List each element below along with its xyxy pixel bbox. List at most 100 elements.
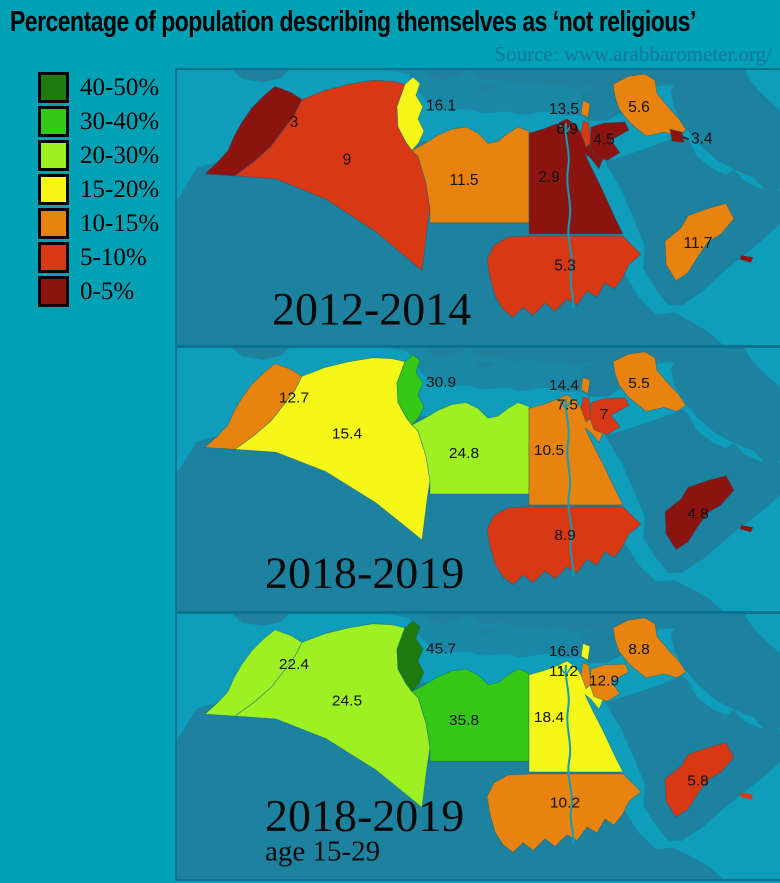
country-libya [411, 402, 530, 495]
page-title: Percentage of population describing them… [10, 6, 696, 38]
legend-label: 20-30% [80, 141, 160, 169]
legend-swatch [38, 71, 69, 103]
map-panel-3: 22.4 24.5 45.7 35.8 18.4 16.6 11.2 12.9 8.8 10.2 5… [177, 611, 780, 879]
value-label-yemen: 11.7 [684, 235, 713, 252]
value-label-lebanon: 16.6 [549, 643, 579, 660]
country-sudan [486, 506, 642, 586]
value-label-libya: 11.5 [450, 172, 479, 189]
age-group-label: age 15-29 [265, 836, 380, 868]
country-lebanon [580, 100, 591, 119]
land-greece [427, 614, 465, 624]
land-syria [581, 83, 623, 121]
country-yemen [664, 742, 735, 818]
value-label-lebanon: 13.5 [549, 101, 579, 118]
kuwait-leader-line [682, 136, 690, 140]
map-panel-1: 3 9 16.1 11.5 2.9 13.5 6.9 4.5 5.6 3.4 5.3 11.7 2012… [177, 70, 780, 345]
nile-river [564, 122, 575, 309]
map-panels: 3 9 16.1 11.5 2.9 13.5 6.9 4.5 5.6 3.4 5.3 11.7 2012… [175, 68, 780, 881]
country-lebanon [580, 376, 591, 395]
land-crete [475, 84, 495, 92]
value-label-palestine: 11.2 [549, 663, 578, 680]
value-label-tunisia: 45.7 [426, 640, 456, 657]
value-label-egypt: 2.9 [538, 169, 560, 186]
country-tunisia [396, 76, 425, 152]
period-label: 2012-2014 [272, 284, 471, 335]
legend-label: 30-40% [80, 107, 160, 135]
gulf-coast-dash [740, 525, 753, 533]
legend-label: 0-5% [80, 277, 135, 305]
legend-swatch [38, 207, 69, 239]
value-label-algeria: 15.4 [332, 426, 363, 443]
country-tunisia [396, 620, 425, 693]
country-libya [411, 668, 530, 762]
legend-label: 40-50% [80, 73, 160, 101]
nile-delta [557, 662, 575, 676]
value-label-yemen: 5.8 [687, 773, 709, 790]
country-lebanon [580, 642, 591, 661]
value-label-libya: 35.8 [449, 712, 479, 729]
legend-item: 15-20% [38, 172, 159, 206]
nile-river [564, 664, 575, 844]
value-label-sudan: 10.2 [550, 794, 580, 811]
country-egypt [528, 660, 624, 773]
country-palestine [580, 396, 592, 423]
value-label-morocco: 22.4 [279, 656, 310, 673]
land-crete [475, 627, 495, 635]
value-label-tunisia: 16.1 [426, 98, 456, 115]
legend-swatch [38, 275, 69, 307]
value-label-libya: 24.8 [449, 445, 479, 462]
value-label-palestine: 6.9 [556, 121, 578, 138]
value-label-morocco: 12.7 [279, 390, 309, 407]
legend-item: 10-15% [38, 206, 159, 240]
country-jordan [589, 663, 630, 702]
land-iran [671, 348, 780, 466]
land-iran [671, 70, 780, 194]
country-egypt [528, 394, 624, 506]
legend-swatch [38, 139, 69, 171]
nile-delta [557, 120, 575, 134]
choropleth-map: 22.4 24.5 45.7 35.8 18.4 16.6 11.2 12.9 8.8 10.2 5… [177, 614, 780, 879]
caspian-sea [745, 614, 780, 654]
land-iberia [232, 70, 289, 83]
value-label-egypt: 18.4 [534, 709, 565, 726]
country-yemen [664, 203, 735, 282]
country-tunisia [396, 354, 425, 426]
value-label-sudan: 8.9 [554, 527, 576, 544]
map-panel-2: 12.7 15.4 30.9 24.8 10.5 14.4 7.5 7 5.5 8.9 4.8 201… [177, 345, 780, 611]
country-sudan [486, 773, 642, 853]
legend-label: 15-20% [80, 175, 160, 203]
choropleth-map: 3 9 16.1 11.5 2.9 13.5 6.9 4.5 5.6 3.4 5.3 11.7 2012… [177, 70, 780, 345]
caspian-sea [745, 70, 780, 111]
country-egypt [528, 118, 624, 235]
land-greece [427, 348, 465, 358]
value-label-iraq: 8.8 [628, 641, 650, 658]
value-label-sudan: 5.3 [554, 258, 576, 275]
country-libya [411, 126, 530, 224]
country-iraq [612, 617, 687, 679]
value-label-iraq: 5.6 [628, 99, 650, 116]
country-jordan [589, 397, 630, 436]
value-label-egypt: 10.5 [534, 442, 564, 459]
period-label: 2018-2019 [265, 790, 464, 841]
title-area: Percentage of population describing them… [10, 6, 780, 44]
land-iran [671, 614, 780, 733]
legend-item: 5-10% [38, 240, 159, 274]
land-iberia [232, 614, 289, 626]
value-label-palestine: 7.5 [556, 397, 578, 414]
value-label-jordan: 4.5 [593, 131, 615, 148]
value-label-iraq: 5.5 [628, 375, 650, 392]
country-iraq [612, 73, 687, 137]
legend-item: 20-30% [38, 138, 159, 172]
value-label-algeria: 9 [343, 152, 352, 169]
value-label-yemen: 4.8 [687, 506, 709, 523]
value-label-jordan: 7 [600, 406, 609, 423]
land-syria [581, 360, 623, 397]
legend-item: 0-5% [38, 274, 159, 308]
source-credit: Source: www.arabbarometer.org/ [494, 42, 772, 66]
land-syria [581, 626, 623, 664]
nile-river [564, 398, 575, 577]
country-yemen [664, 475, 735, 551]
legend-label: 5-10% [80, 243, 147, 271]
country-kuwait [669, 128, 685, 143]
